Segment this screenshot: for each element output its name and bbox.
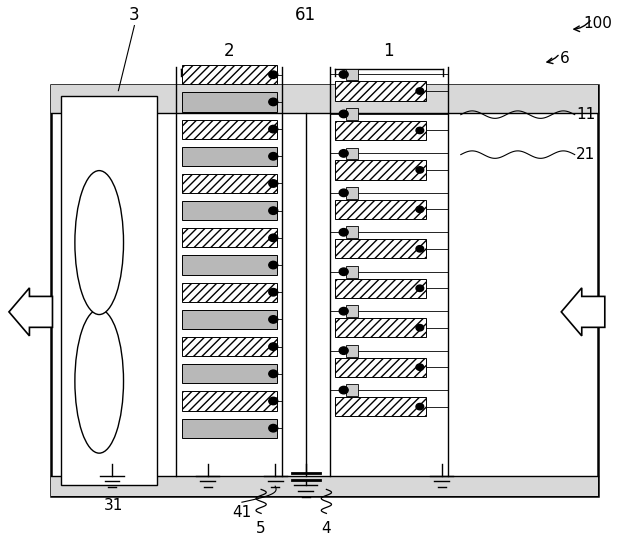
Bar: [346, 305, 358, 317]
Bar: [51, 85, 598, 113]
Bar: [182, 364, 277, 383]
Circle shape: [269, 71, 278, 79]
Text: 11: 11: [576, 107, 595, 122]
Bar: [182, 147, 277, 166]
Circle shape: [339, 150, 348, 157]
Bar: [346, 266, 358, 278]
Circle shape: [269, 424, 278, 432]
Bar: [182, 391, 277, 411]
Bar: [182, 282, 277, 302]
Text: 1: 1: [383, 42, 394, 60]
Circle shape: [416, 285, 424, 292]
Circle shape: [269, 397, 278, 405]
Circle shape: [416, 167, 424, 173]
Bar: [335, 397, 426, 416]
Bar: [51, 475, 598, 496]
Bar: [61, 96, 157, 485]
Circle shape: [269, 316, 278, 323]
Circle shape: [339, 347, 348, 354]
Bar: [346, 384, 358, 396]
Bar: [182, 419, 277, 438]
Bar: [335, 357, 426, 377]
Circle shape: [269, 207, 278, 215]
Text: 21: 21: [576, 147, 595, 162]
Text: 31: 31: [104, 499, 124, 514]
Circle shape: [269, 153, 278, 160]
Bar: [182, 201, 277, 220]
Circle shape: [269, 98, 278, 106]
Bar: [182, 174, 277, 193]
Circle shape: [416, 364, 424, 370]
Circle shape: [269, 343, 278, 350]
Circle shape: [339, 189, 348, 197]
Bar: [335, 200, 426, 219]
Circle shape: [416, 88, 424, 94]
Circle shape: [339, 307, 348, 315]
Bar: [182, 92, 277, 112]
Bar: [346, 108, 358, 120]
Bar: [346, 187, 358, 199]
Bar: [182, 337, 277, 356]
Bar: [346, 226, 358, 238]
Bar: [335, 160, 426, 179]
Bar: [335, 279, 426, 298]
Circle shape: [416, 246, 424, 252]
Bar: [182, 255, 277, 275]
Text: 61: 61: [295, 6, 317, 24]
Text: 6: 6: [560, 51, 570, 66]
Bar: [182, 65, 277, 84]
Bar: [346, 68, 358, 80]
Text: 3: 3: [129, 6, 140, 24]
Bar: [182, 228, 277, 247]
Bar: [346, 148, 358, 159]
Text: 2: 2: [223, 42, 234, 60]
Bar: [182, 120, 277, 139]
Bar: [346, 345, 358, 356]
Circle shape: [269, 126, 278, 133]
FancyArrow shape: [9, 288, 52, 336]
Circle shape: [269, 288, 278, 296]
Text: 41: 41: [232, 506, 252, 521]
Ellipse shape: [75, 309, 124, 453]
Ellipse shape: [75, 171, 124, 315]
Circle shape: [416, 206, 424, 212]
Circle shape: [339, 229, 348, 236]
Circle shape: [339, 268, 348, 275]
Circle shape: [269, 370, 278, 377]
Circle shape: [416, 127, 424, 134]
Circle shape: [416, 324, 424, 331]
Text: 100: 100: [584, 16, 612, 31]
Bar: [335, 121, 426, 140]
Text: 4: 4: [321, 521, 332, 536]
Bar: [335, 239, 426, 258]
Bar: [335, 81, 426, 101]
Circle shape: [269, 179, 278, 187]
Bar: [335, 318, 426, 337]
Circle shape: [339, 110, 348, 118]
Text: 5: 5: [256, 521, 266, 536]
Circle shape: [269, 261, 278, 269]
Circle shape: [339, 71, 348, 78]
Bar: [182, 310, 277, 329]
Bar: [51, 85, 598, 496]
Circle shape: [416, 403, 424, 410]
Circle shape: [269, 234, 278, 241]
FancyArrow shape: [561, 288, 605, 336]
Circle shape: [339, 386, 348, 394]
